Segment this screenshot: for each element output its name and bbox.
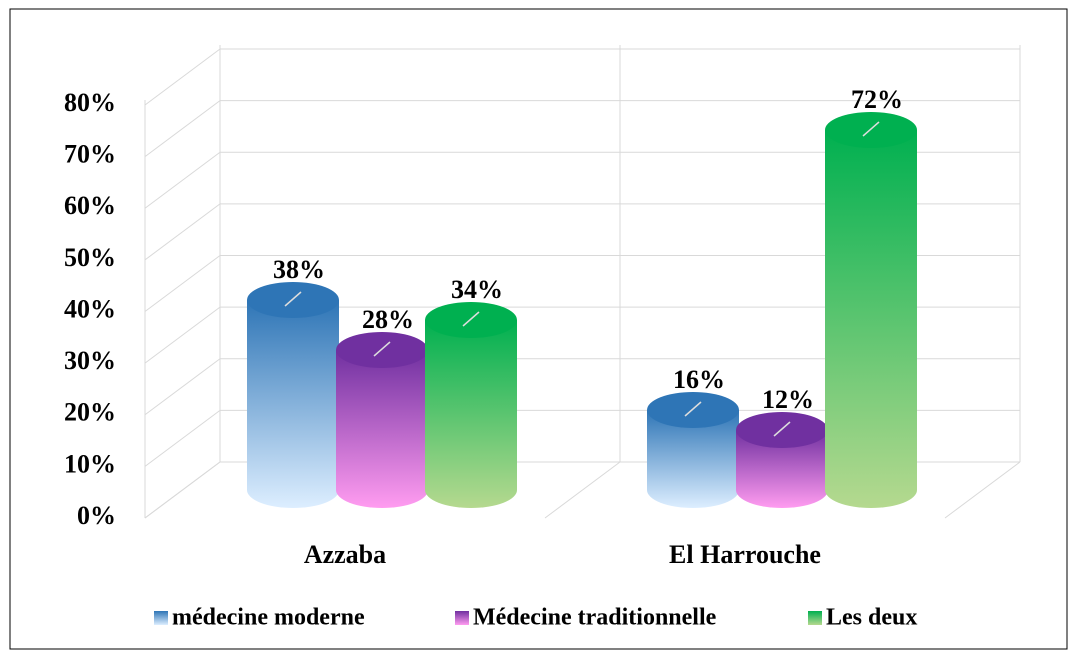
side-grid-line [144, 255, 221, 312]
cylinder-top [825, 112, 917, 148]
y-tick-label: 80% [64, 88, 116, 117]
cylinder [247, 300, 339, 508]
side-grid-line [144, 358, 221, 416]
leader-line [684, 401, 702, 417]
cylinder-top [647, 392, 739, 428]
y-tick-label: 0% [77, 501, 116, 530]
side-grid-line [144, 409, 221, 467]
value-label: 38% [273, 255, 325, 284]
value-label: 28% [362, 305, 414, 334]
y-tick-label: 70% [64, 140, 116, 169]
y-tick-label: 40% [64, 294, 116, 323]
side-grid-line [144, 203, 221, 261]
legend-swatch [455, 611, 469, 625]
leader-line [862, 121, 880, 137]
legend-label: médecine moderne [172, 605, 365, 631]
leader-line [462, 311, 480, 327]
value-label: 72% [851, 85, 903, 114]
frame [9, 8, 1068, 650]
cylinder [647, 410, 739, 508]
cylinder-top [736, 412, 828, 448]
side-grid-line [144, 306, 221, 364]
cylinder [736, 430, 828, 508]
legend-label: Médecine traditionnelle [473, 605, 717, 631]
side-grid-line [144, 100, 221, 158]
side-grid-line [144, 48, 221, 106]
y-tick-label: 30% [64, 346, 116, 375]
leader-line [773, 421, 791, 437]
side-grid-line [144, 151, 221, 209]
value-label: 34% [451, 275, 503, 304]
legend-label: Les deux [826, 605, 917, 631]
value-label: 12% [762, 385, 814, 414]
y-tick-label: 20% [64, 398, 116, 427]
x-tick-label: El Harrouche [669, 540, 821, 569]
cylinder-top [425, 302, 517, 338]
side-grid-line [144, 461, 221, 519]
y-tick-label: 10% [64, 449, 116, 478]
cylinder-top [247, 282, 339, 318]
legend-swatch [808, 611, 822, 625]
cylinder-top [336, 332, 428, 368]
y-tick-label: 50% [64, 243, 116, 272]
x-tick-label: Azzaba [304, 540, 386, 569]
legend-swatch [154, 611, 168, 625]
y-tick-label: 60% [64, 191, 116, 220]
value-label: 16% [673, 365, 725, 394]
leader-line [373, 341, 391, 357]
cylinder [425, 320, 517, 508]
cylinder [825, 130, 917, 508]
leader-line [284, 291, 302, 307]
cylinder [336, 350, 428, 508]
